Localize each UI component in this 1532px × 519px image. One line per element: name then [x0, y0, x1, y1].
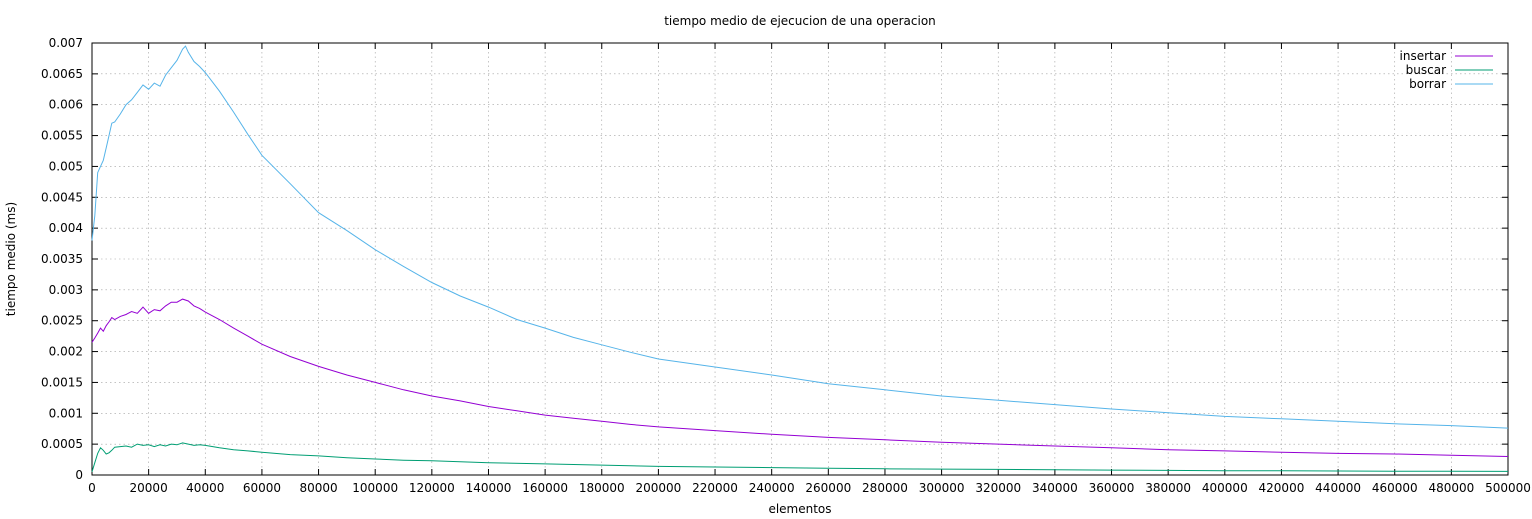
- x-tick-label: 360000: [1089, 481, 1135, 495]
- legend-label-buscar: buscar: [1406, 63, 1446, 77]
- axis-ticks: 0 20000 40000 60000 80000 100000 120000 140000 1…: [41, 36, 1531, 495]
- x-tick-label: 460000: [1372, 481, 1418, 495]
- x-tick-label: 80000: [299, 481, 337, 495]
- y-tick-label: 0.0015: [41, 375, 83, 389]
- x-tick-label: 220000: [692, 481, 738, 495]
- series-lines: [91, 45, 1509, 473]
- x-tick-label: 40000: [186, 481, 224, 495]
- y-axis-label: tiempo medio (ms): [4, 202, 18, 316]
- x-tick-label: 20000: [130, 481, 168, 495]
- y-tick-label: 0.007: [49, 36, 83, 50]
- x-tick-label: 120000: [409, 481, 455, 495]
- y-tick-label: 0.0035: [41, 252, 83, 266]
- x-tick-label: 260000: [805, 481, 851, 495]
- y-tick-label: 0: [75, 468, 83, 482]
- y-tick-label: 0.001: [49, 406, 83, 420]
- x-tick-label: 280000: [862, 481, 908, 495]
- x-tick-label: 380000: [1145, 481, 1191, 495]
- y-tick-label: 0.0045: [41, 190, 83, 204]
- x-tick-label: 60000: [243, 481, 281, 495]
- x-tick-label: 440000: [1315, 481, 1361, 495]
- y-tick-label: 0.0065: [41, 67, 83, 81]
- y-tick-label: 0.0005: [41, 437, 83, 451]
- x-tick-label: 300000: [919, 481, 965, 495]
- series-line-borrar: [91, 45, 1509, 429]
- series-line-buscar: [91, 442, 1509, 473]
- series-line-insertar: [91, 298, 1509, 457]
- y-tick-label: 0.0055: [41, 129, 83, 143]
- y-tick-label: 0.005: [49, 159, 83, 173]
- x-tick-label: 400000: [1202, 481, 1248, 495]
- y-tick-label: 0.003: [49, 283, 83, 297]
- y-tick-label: 0.002: [49, 345, 83, 359]
- grid: [92, 43, 1508, 475]
- legend-label-insertar: insertar: [1400, 49, 1447, 63]
- x-tick-label: 200000: [635, 481, 681, 495]
- x-tick-label: 0: [88, 481, 96, 495]
- y-tick-label: 0.0025: [41, 314, 83, 328]
- x-tick-label: 100000: [352, 481, 398, 495]
- x-tick-label: 420000: [1259, 481, 1305, 495]
- x-tick-label: 240000: [749, 481, 795, 495]
- x-tick-label: 500000: [1485, 481, 1531, 495]
- x-tick-label: 140000: [466, 481, 512, 495]
- x-tick-label: 320000: [975, 481, 1021, 495]
- x-tick-label: 160000: [522, 481, 568, 495]
- x-axis-label: elementos: [768, 502, 831, 516]
- legend-label-borrar: borrar: [1409, 77, 1446, 91]
- x-tick-label: 180000: [579, 481, 625, 495]
- chart-title: tiempo medio de ejecucion de una operaci…: [664, 14, 936, 28]
- x-tick-label: 340000: [1032, 481, 1078, 495]
- y-tick-label: 0.006: [49, 98, 83, 112]
- y-tick-label: 0.004: [49, 221, 83, 235]
- x-tick-label: 480000: [1428, 481, 1474, 495]
